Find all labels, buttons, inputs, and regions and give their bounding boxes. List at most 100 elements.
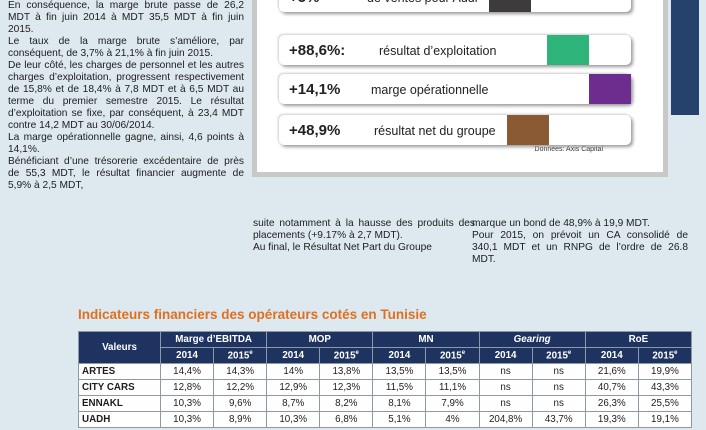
- cell: 7,9%: [425, 395, 480, 412]
- estimate-mark: e: [249, 349, 253, 356]
- year-header: 2015e: [531, 347, 586, 364]
- group-header: Gearing: [478, 331, 586, 348]
- cell: 11,5%: [372, 379, 427, 396]
- year-header: 2015e: [637, 347, 693, 364]
- cell: 5,1%: [372, 411, 427, 428]
- info-row: +48,9% résultat net du groupe: [279, 115, 631, 145]
- change: +48,9%: [289, 122, 341, 139]
- cell: 10,3%: [266, 411, 321, 428]
- cell: 8,2%: [319, 395, 374, 412]
- cell: 25,5%: [637, 395, 693, 412]
- paragraph: Le taux de la marge brute s’améliore, pa…: [8, 36, 244, 59]
- cell: 43,3%: [637, 379, 693, 396]
- paragraph: suite notamment à la hausse des produits…: [253, 218, 475, 241]
- year: 2014: [388, 350, 411, 361]
- cell: ns: [531, 379, 586, 396]
- infographic: Données: Axis Capital +5% de ventes pour …: [252, 0, 668, 177]
- cell: UADH: [78, 411, 161, 428]
- year: 2014: [494, 350, 517, 361]
- cell: 14%: [266, 363, 321, 380]
- cell: 6,8%: [319, 411, 374, 428]
- cell: 19,1%: [637, 411, 693, 428]
- cell: 13,8%: [319, 363, 374, 380]
- cell: 12,8%: [159, 379, 215, 396]
- cell: 40,7%: [584, 379, 639, 396]
- cell: 13,5%: [425, 363, 480, 380]
- cell: ns: [478, 363, 533, 380]
- info-row: +5% de ventes pour Audi: [279, 0, 631, 12]
- cell: 8,9%: [213, 411, 268, 428]
- data-row: ARTES 14,4% 14,3% 14% 13,8% 13,5% 13,5% ns ns 21,…: [78, 363, 693, 380]
- header-row: 2014 2015e 2014 2015e 2014 2015e 2014 2015e 2014…: [79, 347, 693, 364]
- cell: 12,9%: [266, 379, 321, 396]
- cell: 19,9%: [637, 363, 693, 380]
- year: 2015: [333, 350, 356, 362]
- label: de ventes pour Audi: [367, 0, 478, 5]
- paragraph: Au final, le Résultat Net Part du Groupe: [253, 242, 432, 253]
- paragraph: La marge opérationnelle gagne, ainsi, 4,…: [8, 132, 244, 155]
- color-block: [507, 115, 549, 145]
- header-cell: Valeurs: [78, 331, 161, 364]
- cell: 14,3%: [213, 363, 268, 380]
- data-row: ENNAKL 10,3% 9,6% 8,7% 8,2% 8,1% 7,9% ns ns 26,3%…: [78, 395, 693, 412]
- group-header: RoE: [584, 331, 693, 348]
- year: 2015: [439, 350, 462, 362]
- year-header: 2014: [372, 347, 427, 364]
- cell: 12,2%: [213, 379, 268, 396]
- year-header: 2014: [159, 347, 215, 364]
- year-header: 2015e: [213, 347, 268, 364]
- year-header: 2014: [584, 347, 639, 364]
- cell: 26,3%: [584, 395, 639, 412]
- year: 2015: [546, 350, 568, 362]
- middle-column: suite notamment à la hausse des produits…: [253, 218, 475, 254]
- financial-table: Valeurs Marge d’EBITDA MOP MN Gearing RoE 2014…: [78, 331, 693, 428]
- data-row: UADH 10,3% 8,9% 10,3% 6,8% 5,1% 4% 204,8% 43,7% 1…: [78, 411, 693, 428]
- color-block: [589, 74, 631, 104]
- cell: 19,3%: [584, 411, 639, 428]
- year-header: 2015e: [425, 347, 480, 364]
- cell: ns: [531, 395, 586, 412]
- estimate-mark: e: [674, 349, 678, 356]
- change: +14,1%: [289, 81, 341, 98]
- cell: 8,7%: [266, 395, 321, 412]
- estimate-mark: e: [461, 349, 466, 356]
- left-column: En conséquence, la marge brute passe de …: [8, 0, 244, 192]
- color-block: [547, 35, 589, 65]
- header-row: Valeurs Marge d’EBITDA MOP MN Gearing RoE: [78, 331, 693, 364]
- change: +5%: [289, 0, 319, 6]
- cell: 10,3%: [159, 411, 215, 428]
- cell: 10,3%: [159, 395, 215, 412]
- cell: 21,6%: [584, 363, 639, 380]
- right-column: marque un bond de 48,9% à 19,9 MDT. Pour …: [472, 218, 688, 266]
- cell: 204,8%: [478, 411, 533, 428]
- cell: 43,7%: [531, 411, 586, 428]
- year: 2015: [652, 350, 675, 362]
- group-header: Marge d’EBITDA: [159, 331, 268, 348]
- year: 2015: [227, 350, 250, 362]
- cell: 13,5%: [372, 363, 427, 380]
- cell: 14,4%: [159, 363, 215, 380]
- info-row: +14,1% marge opérationnelle: [279, 74, 631, 104]
- estimate-mark: e: [567, 349, 572, 356]
- source: Données: Axis Capital: [534, 146, 603, 153]
- label: résultat net du groupe: [374, 124, 496, 138]
- side-strip: [671, 0, 699, 115]
- cell: ARTES: [78, 363, 161, 380]
- cell: ns: [531, 363, 586, 380]
- info-row: +88,6%: résultat d’exploitation: [279, 35, 631, 65]
- label: marge opérationnelle: [371, 83, 489, 97]
- group-header: MN: [372, 331, 480, 348]
- cell: ns: [478, 395, 533, 412]
- color-block: [489, 0, 531, 12]
- year-header: 2014: [478, 347, 533, 364]
- paragraph: De leur côté, les charges de personnel e…: [8, 60, 244, 131]
- cell: ns: [478, 379, 533, 396]
- cell: 8,1%: [372, 395, 427, 412]
- cell: 12,3%: [319, 379, 374, 396]
- estimate-mark: e: [355, 349, 359, 356]
- paragraph: marque un bond de 48,9% à 19,9 MDT.: [472, 218, 650, 229]
- cell: 9,6%: [213, 395, 268, 412]
- paragraph: Pour 2015, on prévoit un CA consolidé de…: [472, 230, 688, 265]
- data-row: CITY CARS 12,8% 12,2% 12,9% 12,3% 11,5% 11,1% n…: [78, 379, 693, 396]
